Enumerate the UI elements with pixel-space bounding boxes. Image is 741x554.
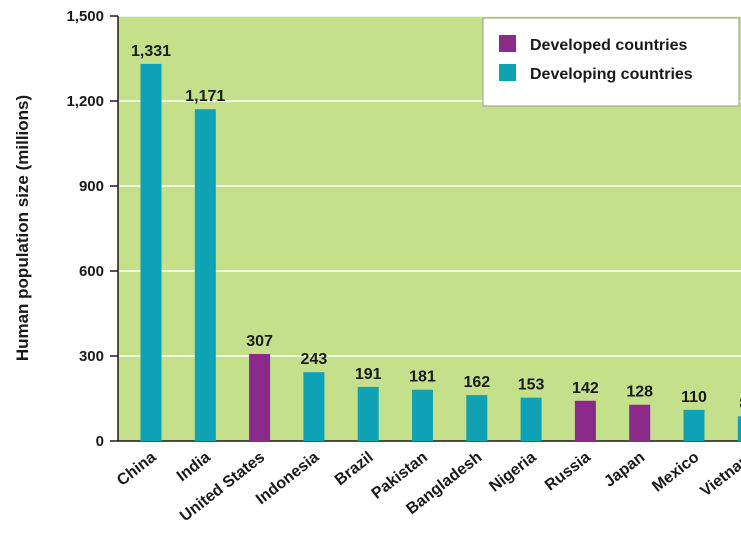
value-label: 153	[518, 377, 545, 394]
bar	[140, 63, 162, 442]
bars	[140, 63, 741, 442]
legend-swatch-developed	[499, 35, 516, 52]
value-label: 142	[572, 380, 599, 397]
value-label: 1,171	[185, 88, 225, 105]
value-label: 181	[409, 369, 436, 386]
x-tick-label: India	[174, 449, 214, 485]
value-label: 307	[246, 333, 273, 350]
x-tick-label: China	[114, 449, 160, 490]
x-tick-label: Nigeria	[486, 449, 539, 496]
y-tick-label: 600	[79, 263, 104, 280]
x-tick-label: Brazil	[332, 449, 377, 489]
bar	[194, 109, 216, 441]
bar	[520, 397, 542, 441]
bar	[466, 395, 488, 441]
bar	[629, 404, 651, 441]
x-tick-label: Russia	[542, 449, 594, 495]
y-tick-label: 1,500	[66, 8, 104, 25]
y-axis-label: Human population size (millions)	[13, 95, 32, 361]
bar	[683, 409, 705, 441]
y-tick-label: 0	[96, 433, 104, 450]
y-tick-label: 900	[79, 178, 104, 195]
value-label: 87	[739, 395, 741, 412]
value-label: 1,331	[131, 43, 171, 60]
y-axis-ticks: 0 300 600 900 1,200 1,500	[66, 8, 119, 450]
value-label: 162	[463, 374, 490, 391]
legend-box	[482, 17, 740, 107]
bar	[574, 400, 596, 441]
y-tick-label: 1,200	[66, 93, 104, 110]
bar	[412, 389, 433, 441]
bar	[357, 386, 379, 441]
legend-swatch-developing	[499, 64, 516, 81]
bar	[249, 354, 271, 441]
value-label: 128	[626, 384, 653, 401]
value-label: 243	[301, 351, 328, 368]
gridlines	[118, 15, 741, 357]
value-label: 191	[355, 366, 382, 383]
value-labels: 1,331 1,171 307 243 191 181 162 153 142 128 110 87	[131, 43, 741, 412]
legend-label-developed: Developed countries	[530, 37, 687, 54]
x-tick-label: Mexico	[649, 449, 702, 496]
bar	[737, 416, 741, 441]
y-tick-label: 300	[79, 348, 104, 365]
x-tick-label: Vietnam	[697, 449, 741, 501]
legend-label-developing: Developing countries	[530, 66, 693, 83]
value-label: 110	[681, 389, 707, 406]
bar	[303, 372, 325, 441]
legend: Developed countries Developing countries	[482, 17, 740, 107]
x-tick-label: Japan	[601, 449, 648, 491]
